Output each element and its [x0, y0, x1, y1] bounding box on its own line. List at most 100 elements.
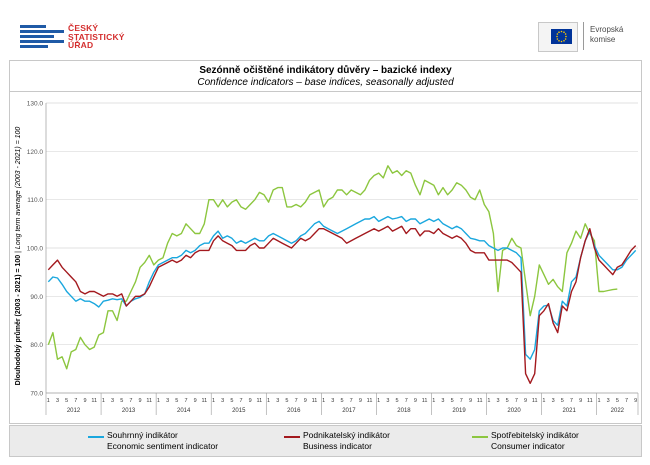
x-month-label: 9: [304, 398, 307, 404]
x-month-label: 3: [331, 398, 334, 404]
x-month-label: 1: [377, 398, 380, 404]
x-month-label: 5: [65, 398, 68, 404]
y-axis-label-cz: Dlouhodobý průměr (2003 - 2021) = 100: [14, 255, 22, 386]
x-month-label: 3: [111, 398, 114, 404]
x-month-label: 9: [359, 398, 362, 404]
legend-label-cci-en: Consumer indicator: [491, 441, 565, 451]
x-month-label: 11: [422, 398, 428, 404]
x-month-label: 3: [56, 398, 59, 404]
x-year-label: 2020: [507, 408, 521, 414]
x-month-label: 5: [175, 398, 178, 404]
bci-line: [47, 225, 637, 384]
x-month-label: 9: [249, 398, 252, 404]
x-month-label: 1: [267, 398, 270, 404]
legend-swatch-esi: [88, 436, 104, 438]
legend-label-esi-en: Economic sentiment indicator: [107, 441, 219, 451]
x-month-label: 3: [166, 398, 169, 404]
x-month-label: 7: [74, 398, 77, 404]
y-tick-label: 90.0: [30, 294, 43, 301]
eu-flag-icon: [551, 29, 572, 44]
x-month-label: 11: [312, 398, 318, 404]
x-month-label: 1: [542, 398, 545, 404]
cci-line: [47, 165, 618, 370]
x-month-label: 1: [102, 398, 105, 404]
y-tick-label: 70.0: [30, 391, 43, 398]
y-axis-label-en: Long term average (2003 - 2021) = 100: [15, 127, 22, 249]
x-month-label: 7: [184, 398, 187, 404]
legend-label-cci: Spotřebitelský indikátor: [491, 430, 579, 440]
chart-title-box: Sezónně očištěné indikátory důvěry – baz…: [10, 61, 641, 92]
y-tick-label: 110.0: [27, 197, 43, 204]
esi-line: [47, 215, 637, 360]
series-lines: [47, 165, 637, 384]
x-month-label: 7: [129, 398, 132, 404]
x-month-label: 5: [506, 398, 509, 404]
legend: Souhrnný indikátor Economic sentiment in…: [9, 425, 642, 457]
x-year-label: 2018: [397, 408, 411, 414]
y-axis-label: Dlouhodobý průměr (2003 - 2021) = 100 | …: [14, 127, 22, 386]
x-month-label: 7: [625, 398, 628, 404]
y-tick-label: 100.0: [27, 246, 44, 253]
x-month-label: 7: [240, 398, 243, 404]
legend-label-bci-en: Business indicator: [303, 441, 372, 451]
x-month-label: 7: [405, 398, 408, 404]
eu-logo-divider: [583, 22, 584, 50]
y-tick-label: 130.0: [27, 101, 44, 108]
legend-label-esi: Souhrnný indikátor: [107, 430, 178, 440]
x-month-label: 7: [460, 398, 463, 404]
x-year-label: 2019: [452, 408, 466, 414]
x-month-label: 9: [634, 398, 637, 404]
x-year-label: 2015: [232, 408, 246, 414]
x-year-label: 2016: [287, 408, 301, 414]
chart-frame: Sezónně očištěné indikátory důvěry – baz…: [9, 60, 642, 424]
x-month-label: 1: [212, 398, 215, 404]
x-year-label: 2013: [122, 408, 136, 414]
x-month-label: 3: [441, 398, 444, 404]
csu-logo-stripes-icon: [20, 25, 64, 51]
x-month-label: 3: [276, 398, 279, 404]
csu-logo: ČESKÝ STATISTICKÝ ÚŘAD: [20, 24, 130, 51]
eu-commission-logo: Evropská komise: [538, 22, 634, 52]
x-month-label: 1: [157, 398, 160, 404]
x-month-label: 5: [616, 398, 619, 404]
x-month-label: 11: [91, 398, 97, 404]
grid-lines: [45, 102, 638, 394]
y-tick-label: 120.0: [27, 149, 44, 156]
x-month-label: 9: [83, 398, 86, 404]
x-year-label: 2012: [67, 408, 81, 414]
x-month-label: 5: [230, 398, 233, 404]
x-month-label: 11: [532, 398, 538, 404]
eu-logo-text: Evropská komise: [590, 25, 624, 44]
x-month-label: 5: [120, 398, 123, 404]
x-month-label: 3: [607, 398, 610, 404]
x-year-label: 2017: [342, 408, 356, 414]
x-month-label: 1: [432, 398, 435, 404]
x-month-label: 9: [139, 398, 142, 404]
x-month-label: 5: [396, 398, 399, 404]
x-month-label: 1: [487, 398, 490, 404]
x-month-label: 11: [257, 398, 263, 404]
x-month-label: 3: [221, 398, 224, 404]
x-year-label: 2022: [611, 408, 625, 414]
x-month-label: 1: [597, 398, 600, 404]
x-month-label: 3: [496, 398, 499, 404]
x-month-label: 9: [579, 398, 582, 404]
x-month-label: 1: [322, 398, 325, 404]
x-tick-labels: 1 3 5 7 9 11 1 3 5 7 9 11 1 3 5 7 9 11 1 3 5 7 9 11 1 3 5 7 9 11 1 3 5 7 9…: [45, 393, 639, 415]
x-month-label: 9: [194, 398, 197, 404]
x-month-label: 11: [146, 398, 152, 404]
x-month-label: 5: [451, 398, 454, 404]
x-month-label: 11: [367, 398, 373, 404]
page-header: ČESKÝ STATISTICKÝ ÚŘAD Evropská komise: [0, 0, 650, 60]
x-month-label: 7: [295, 398, 298, 404]
x-month-label: 7: [515, 398, 518, 404]
y-tick-labels: 70.0 80.0 90.0 100.0 110.0 120.0 130.0: [27, 101, 44, 398]
x-month-label: 9: [414, 398, 417, 404]
x-year-label: 2014: [177, 408, 191, 414]
x-month-label: 5: [285, 398, 288, 404]
legend-swatch-bci: [284, 436, 300, 438]
x-month-label: 11: [477, 398, 483, 404]
x-month-label: 9: [524, 398, 527, 404]
x-month-label: 3: [552, 398, 555, 404]
x-month-label: 7: [570, 398, 573, 404]
